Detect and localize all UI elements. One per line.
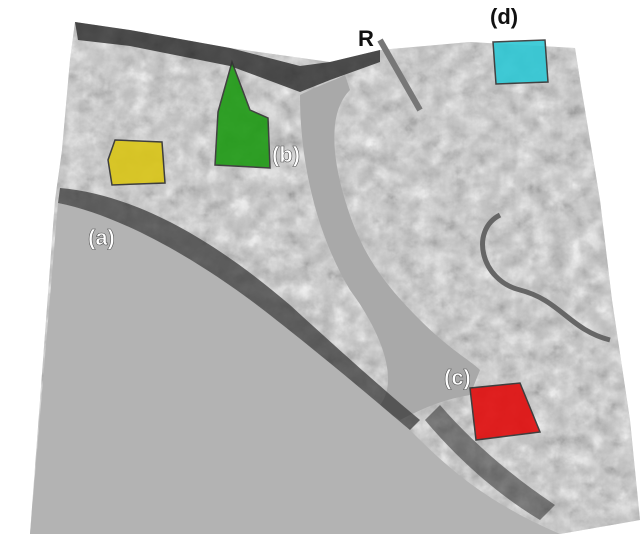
label-d: (d) bbox=[490, 4, 518, 29]
box-a bbox=[108, 140, 165, 185]
label-c: (c) bbox=[444, 365, 471, 390]
label-r: R bbox=[358, 26, 374, 51]
label-b: (b) bbox=[272, 142, 300, 167]
box-d bbox=[493, 40, 548, 84]
terrain-figure: (a) (b) (c) (d) R bbox=[0, 0, 640, 534]
label-a: (a) bbox=[88, 225, 115, 250]
